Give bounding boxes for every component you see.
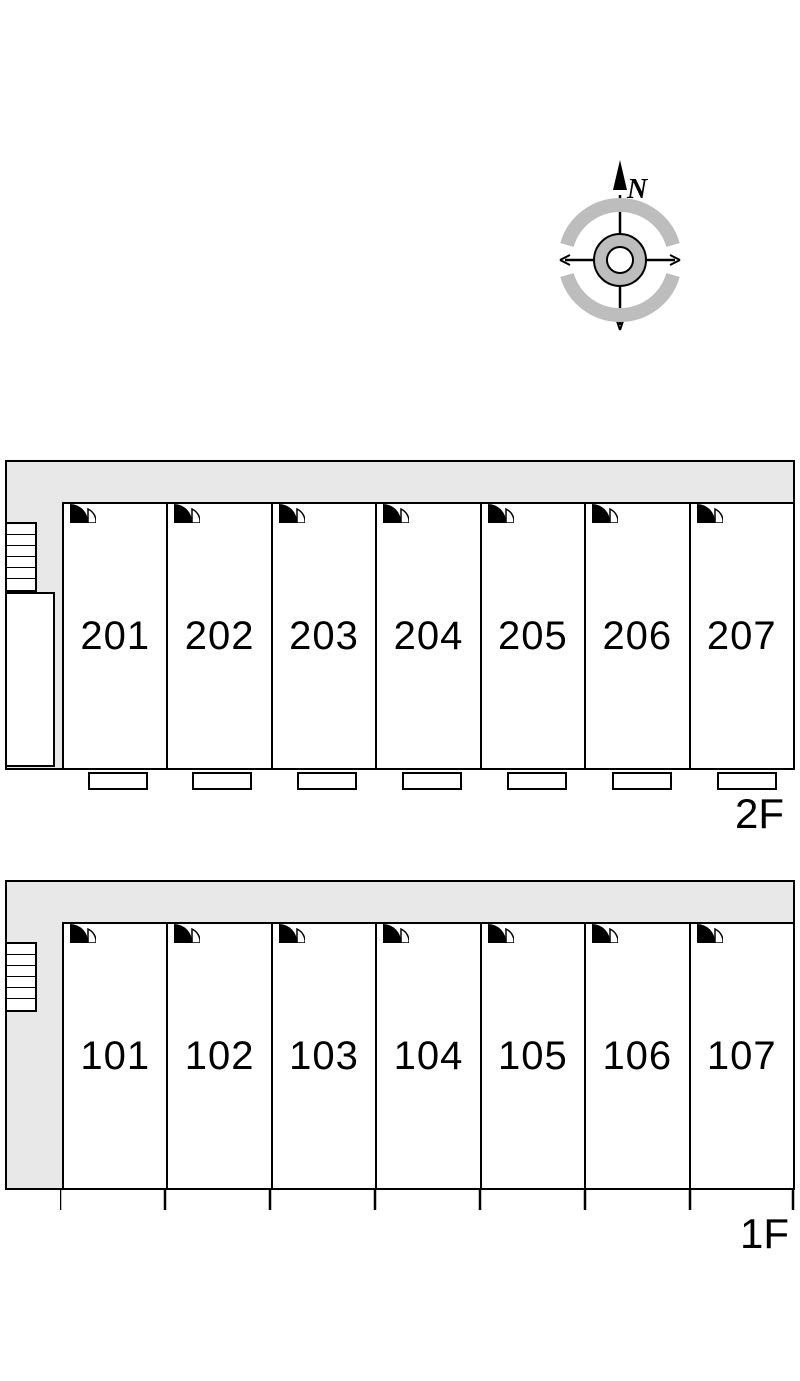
unit-label: 202: [185, 614, 255, 659]
door-icon: [70, 921, 96, 943]
compass-north-icon: N: [545, 150, 695, 350]
unit-label: 106: [602, 1034, 672, 1079]
balcony-icon: [402, 772, 462, 790]
stair-landing: [5, 592, 55, 767]
unit-label: 107: [707, 1034, 777, 1079]
unit-label: 101: [80, 1034, 150, 1079]
door-icon: [697, 501, 723, 523]
unit-206: 206: [586, 504, 690, 768]
unit-202: 202: [168, 504, 272, 768]
door-icon: [174, 501, 200, 523]
floor-label-1f: 1F: [740, 1210, 789, 1258]
unit-102: 102: [168, 924, 272, 1188]
door-icon: [592, 921, 618, 943]
unit-207: 207: [691, 504, 793, 768]
balcony-icon: [507, 772, 567, 790]
unit-101: 101: [64, 924, 168, 1188]
door-icon: [383, 921, 409, 943]
door-icon: [592, 501, 618, 523]
door-icon: [488, 501, 514, 523]
balcony-icon: [297, 772, 357, 790]
unit-label: 207: [707, 614, 777, 659]
unit-label: 206: [602, 614, 672, 659]
unit-label: 105: [498, 1034, 568, 1079]
floorplan-canvas: N 201 202 203: [0, 0, 800, 1381]
unit-203: 203: [273, 504, 377, 768]
floor-label-2f: 2F: [735, 790, 784, 838]
door-icon: [279, 921, 305, 943]
svg-text:N: N: [626, 174, 649, 205]
stairs-icon: [5, 522, 37, 592]
unit-104: 104: [377, 924, 481, 1188]
balcony-icon: [717, 772, 777, 790]
door-icon: [697, 921, 723, 943]
unit-201: 201: [64, 504, 168, 768]
unit-204: 204: [377, 504, 481, 768]
unit-label: 201: [80, 614, 150, 659]
unit-105: 105: [482, 924, 586, 1188]
unit-107: 107: [691, 924, 793, 1188]
unit-label: 203: [289, 614, 359, 659]
door-icon: [279, 501, 305, 523]
door-icon: [174, 921, 200, 943]
wall-ticks-icon: [60, 1190, 795, 1212]
balcony-icon: [192, 772, 252, 790]
floor-1f-units: 101 102 103 104 105 106: [62, 922, 795, 1190]
door-icon: [383, 501, 409, 523]
unit-label: 103: [289, 1034, 359, 1079]
floor-2f-units: 201 202 203 204 205 206: [62, 502, 795, 770]
unit-103: 103: [273, 924, 377, 1188]
door-icon: [70, 501, 96, 523]
stairs-icon: [5, 942, 37, 1012]
balcony-icon: [88, 772, 148, 790]
door-icon: [488, 921, 514, 943]
floor-1f-frame: 101 102 103 104 105 106: [5, 880, 795, 1190]
floor-2f-frame: 201 202 203 204 205 206: [5, 460, 795, 770]
unit-106: 106: [586, 924, 690, 1188]
unit-label: 205: [498, 614, 568, 659]
unit-label: 204: [394, 614, 464, 659]
unit-label: 102: [185, 1034, 255, 1079]
unit-label: 104: [394, 1034, 464, 1079]
balcony-icon: [612, 772, 672, 790]
unit-205: 205: [482, 504, 586, 768]
